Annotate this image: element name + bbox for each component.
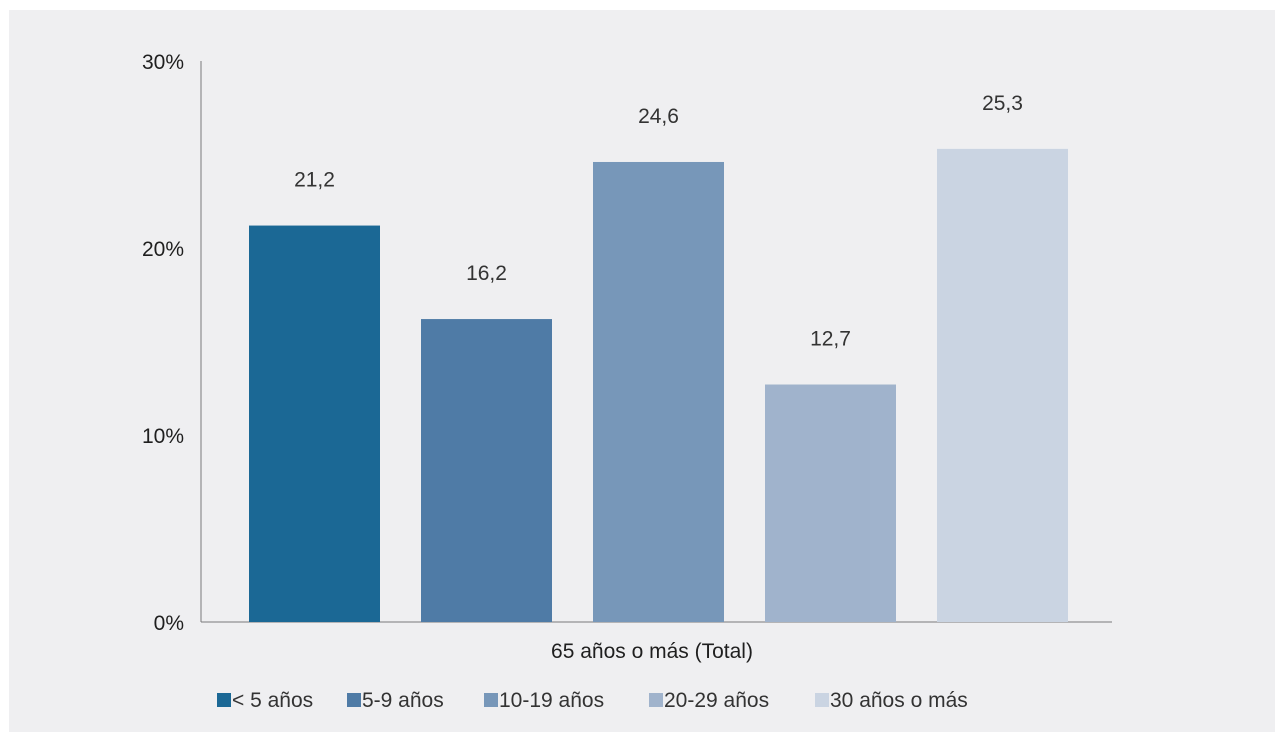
legend-swatch [649,693,663,707]
bar-data-label: 21,2 [294,169,335,192]
legend-label: < 5 años [232,689,313,712]
bar-data-label: 25,3 [982,92,1023,115]
bar-data-label: 16,2 [466,262,507,285]
legend-label: 10-19 años [499,689,604,712]
legend-swatch [217,693,231,707]
y-tick-label: 10% [142,425,184,448]
legend-swatch [815,693,829,707]
bar [421,319,552,622]
legend-item: 5-9 años [347,689,444,712]
legend-label: 30 años o más [830,689,968,712]
legend-label: 5-9 años [362,689,444,712]
bar [249,225,380,622]
data-labels: 21,2 16,2 24,6 12,7 25,3 [294,92,1023,351]
y-tick-labels: 0% 10% 20% 30% [142,51,184,635]
x-category-label: 65 años o más (Total) [551,640,753,663]
bar-data-label: 12,7 [810,328,851,351]
legend: < 5 años 5-9 años 10-19 años 20-29 años 30 a… [217,689,968,712]
legend-label: 20-29 años [664,689,769,712]
bar [765,384,896,622]
y-tick-label: 30% [142,51,184,74]
y-tick-label: 0% [154,612,184,635]
legend-item: < 5 años [217,689,313,712]
legend-swatch [484,693,498,707]
legend-item: 10-19 años [484,689,604,712]
bars [249,148,1068,623]
y-tick-label: 20% [142,238,184,261]
legend-swatch [347,693,361,707]
bar [593,161,724,623]
bar [937,148,1068,622]
bar-data-label: 24,6 [638,105,679,128]
legend-item: 30 años o más [815,689,968,712]
legend-item: 20-29 años [649,689,769,712]
